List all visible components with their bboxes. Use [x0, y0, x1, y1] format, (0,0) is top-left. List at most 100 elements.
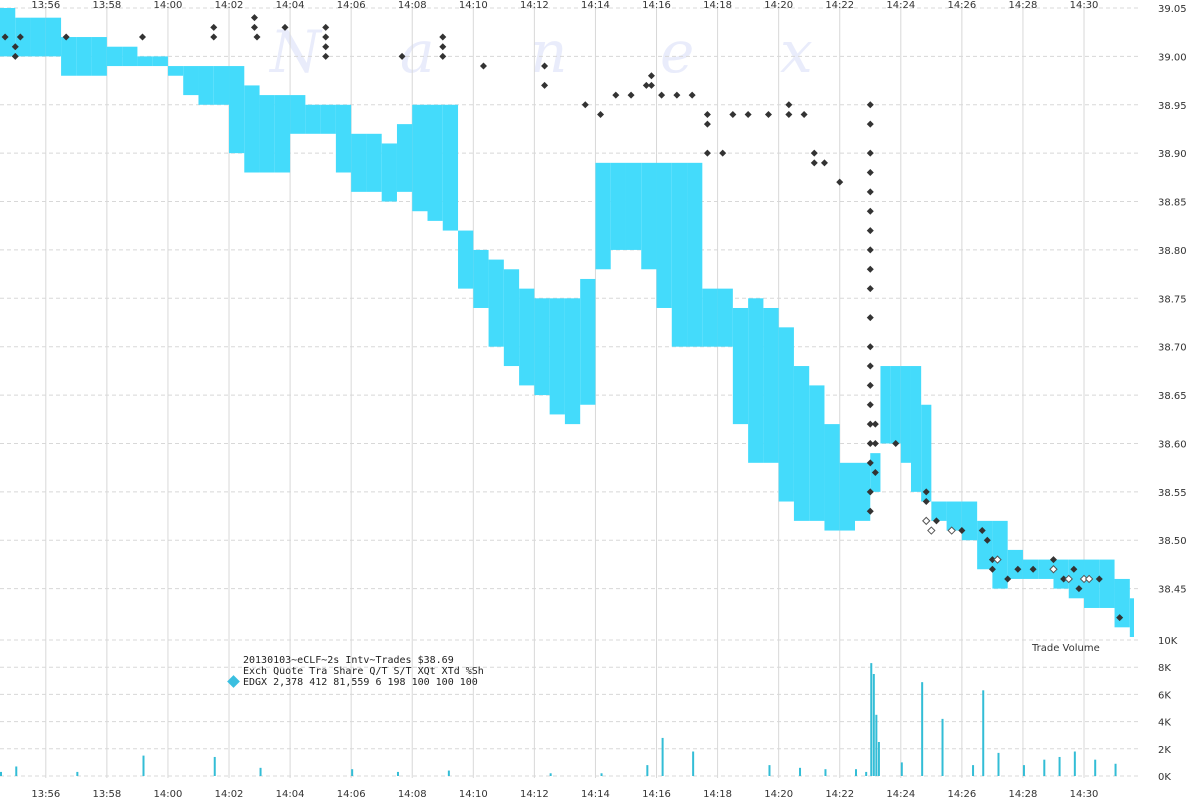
- quote-band-segment: [305, 104, 321, 134]
- trade-point: [541, 62, 549, 70]
- price-tick-label: 38.70: [1158, 343, 1187, 354]
- quote-band-segment: [992, 520, 1008, 589]
- trade-point: [922, 488, 930, 496]
- volume-bar: [1043, 759, 1046, 776]
- info-columns: Exch Quote Tra Share Q/T S/T XQt XTd %Sh: [243, 666, 484, 677]
- trade-point: [210, 33, 218, 41]
- x-tick-label-bottom: 14:30: [1070, 789, 1099, 800]
- trade-point: [210, 23, 218, 31]
- trade-point: [866, 459, 874, 467]
- quote-band-segment: [671, 162, 688, 347]
- trade-point: [627, 91, 635, 99]
- quote-band-segment: [564, 298, 581, 425]
- trade-point: [1075, 585, 1083, 593]
- volume-bar: [1073, 751, 1076, 776]
- volume-bar: [1058, 756, 1061, 776]
- trade-point: [11, 52, 19, 60]
- quote-band-segment: [763, 307, 779, 463]
- trade-point: [866, 265, 874, 273]
- quote-band-segment: [610, 162, 626, 250]
- trade-point: [1004, 575, 1012, 583]
- quote-band-segment: [106, 46, 123, 67]
- trade-point: [729, 110, 737, 118]
- trade-point: [978, 527, 986, 535]
- quote-band-segment: [473, 249, 489, 308]
- x-tick-label-bottom: 14:22: [825, 789, 854, 800]
- quote-band-segment: [595, 162, 611, 270]
- quote-band-segment: [335, 104, 352, 173]
- trade-point: [866, 246, 874, 254]
- quote-band-segment: [880, 366, 891, 444]
- quote-band-segment: [45, 17, 62, 57]
- trade-point: [1029, 565, 1037, 573]
- quote-band-segment: [793, 366, 810, 521]
- trade-point: [1070, 565, 1078, 573]
- quote-band-segment: [137, 56, 153, 67]
- volume-tick-label: 8K: [1158, 663, 1171, 674]
- trade-point: [581, 101, 589, 109]
- info-header: 20130103~eCLF~2s Intv~Trades $38.69: [243, 655, 454, 666]
- trade-point: [871, 420, 879, 428]
- trade-point-hollow: [1049, 565, 1058, 574]
- trade-point: [439, 52, 447, 60]
- trade-point: [647, 81, 655, 89]
- price-tick-label: 38.65: [1158, 391, 1187, 402]
- volume-axis-label: Trade Volume: [1031, 643, 1100, 654]
- volume-series: [0, 663, 1117, 776]
- volume-bar: [213, 756, 216, 776]
- trade-point: [892, 439, 900, 447]
- price-tick-label: 38.45: [1158, 585, 1187, 596]
- quote-band-segment: [656, 162, 672, 308]
- quote-band-segment: [977, 520, 993, 570]
- trade-series: [1, 14, 1124, 622]
- quote-band-segment: [213, 66, 230, 105]
- trade-point: [810, 149, 818, 157]
- quote-band-segment: [717, 288, 733, 347]
- quote-band-segment: [534, 298, 550, 396]
- x-tick-label-bottom: 14:26: [947, 789, 976, 800]
- quote-band-segment: [519, 288, 535, 386]
- trade-point-hollow: [1084, 574, 1094, 584]
- price-tick-label: 38.60: [1158, 439, 1187, 450]
- trade-point: [866, 285, 874, 293]
- price-tick-label: 38.90: [1158, 149, 1187, 160]
- trade-point: [1095, 575, 1103, 583]
- quote-band-segment: [900, 366, 911, 463]
- x-tick-label-top: 14:10: [459, 0, 488, 11]
- trade-point: [866, 507, 874, 515]
- trade-point: [541, 81, 549, 89]
- quote-band-segment: [30, 17, 46, 57]
- x-tick-label-top: 13:56: [31, 0, 60, 11]
- quote-band-segment: [549, 298, 565, 415]
- volume-bar: [0, 771, 2, 776]
- trade-point: [866, 381, 874, 389]
- quote-band-segment: [809, 385, 825, 521]
- quote-band-segment: [442, 104, 459, 231]
- quote-band-segment: [1129, 598, 1134, 637]
- quote-band-segment: [625, 162, 642, 250]
- info-row: EDGX 2,378 412 81,559 6 198 100 100 100: [243, 677, 478, 688]
- trade-point: [866, 439, 874, 447]
- quote-band-segment: [122, 46, 138, 67]
- volume-bar: [76, 771, 79, 776]
- volume-bar: [799, 767, 802, 776]
- trade-point: [322, 23, 330, 31]
- quote-band-segment: [61, 37, 77, 76]
- volume-tick-label: 4K: [1158, 718, 1171, 729]
- trade-point: [866, 149, 874, 157]
- x-tick-label-top: 14:00: [154, 0, 183, 11]
- trade-point: [958, 527, 966, 535]
- quote-band-series: [0, 8, 1134, 637]
- volume-bar: [259, 767, 262, 776]
- volume-bar: [646, 765, 649, 776]
- quote-band-segment: [244, 85, 260, 173]
- volume-bar: [875, 714, 878, 776]
- quote-band-segment: [412, 104, 428, 212]
- volume-bar: [865, 771, 868, 776]
- price-tick-label: 38.55: [1158, 488, 1187, 499]
- volume-bar: [982, 690, 985, 776]
- volume-bar: [1114, 763, 1117, 776]
- trade-point: [785, 110, 793, 118]
